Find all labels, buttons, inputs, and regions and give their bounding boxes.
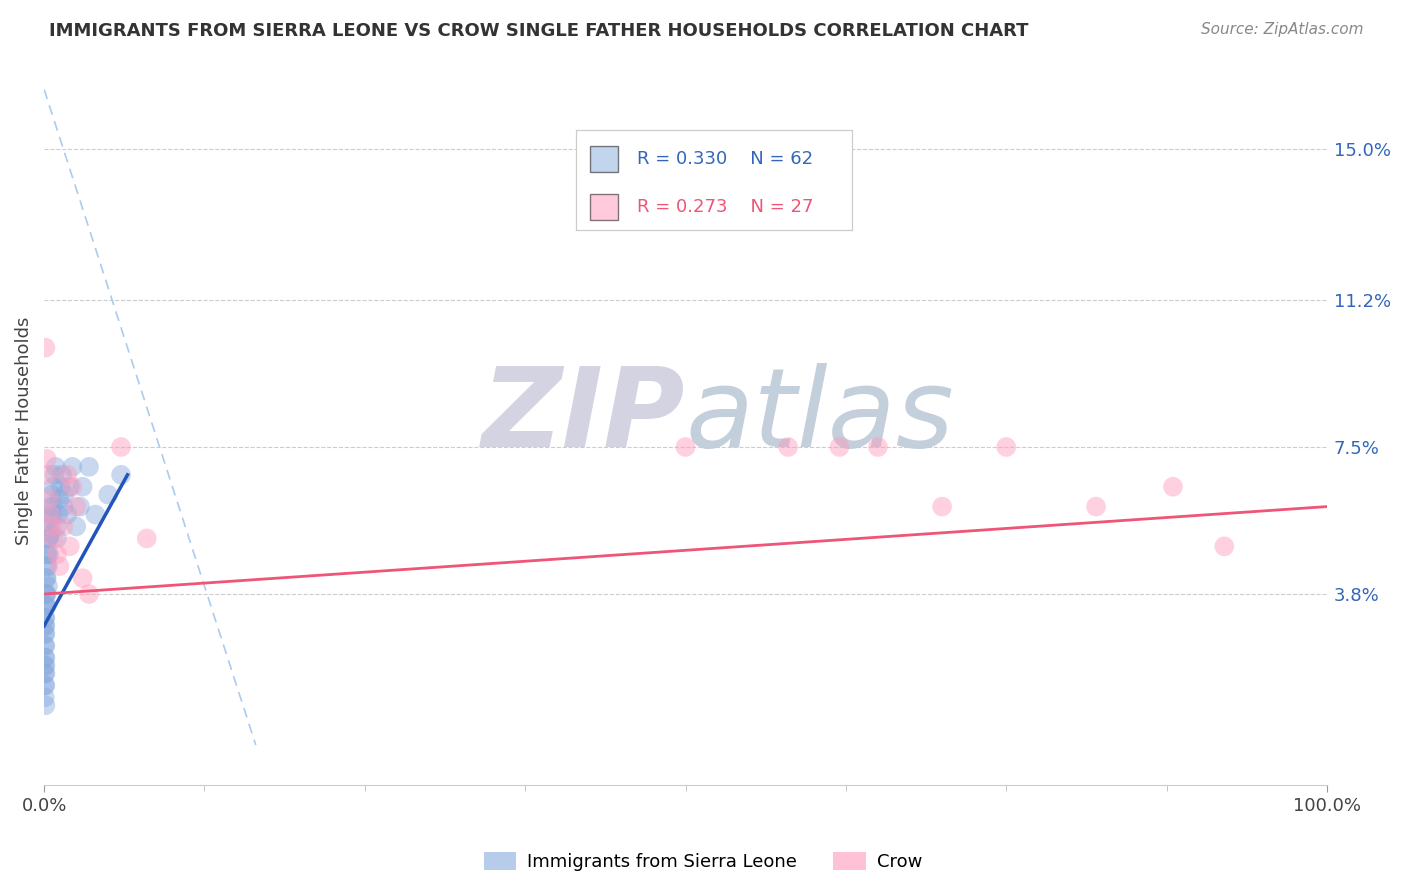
Point <box>34 658 56 673</box>
Point <box>778 440 800 454</box>
Point <box>45 547 67 561</box>
Text: ZIP: ZIP <box>482 363 686 470</box>
Legend: Immigrants from Sierra Leone, Crow: Immigrants from Sierra Leone, Crow <box>477 845 929 879</box>
Point <box>48 491 70 506</box>
Point <box>38 547 60 561</box>
Point <box>995 440 1018 454</box>
Point <box>52 519 75 533</box>
Point <box>34 626 56 640</box>
Point <box>45 532 67 546</box>
Point <box>34 599 56 613</box>
Point <box>39 511 62 525</box>
Point <box>39 508 62 522</box>
Text: IMMIGRANTS FROM SIERRA LEONE VS CROW SINGLE FATHER HOUSEHOLDS CORRELATION CHART: IMMIGRANTS FROM SIERRA LEONE VS CROW SIN… <box>49 22 1029 40</box>
Point <box>49 480 72 494</box>
Point <box>38 491 60 506</box>
Point <box>69 500 91 514</box>
Point <box>34 619 56 633</box>
Y-axis label: Single Father Households: Single Father Households <box>15 317 32 545</box>
Point <box>97 488 120 502</box>
Point <box>60 480 83 494</box>
Text: atlas: atlas <box>686 363 955 470</box>
Point <box>65 519 87 533</box>
Point <box>34 698 56 713</box>
Point <box>37 579 59 593</box>
Point <box>42 480 65 494</box>
Point <box>56 467 79 482</box>
Point <box>34 639 56 653</box>
Point <box>42 500 65 514</box>
Point <box>675 440 697 454</box>
Point <box>35 547 58 561</box>
Point <box>35 599 58 613</box>
Point <box>72 571 94 585</box>
Point <box>77 459 100 474</box>
Point <box>59 480 82 494</box>
Point <box>35 599 58 613</box>
Point <box>44 467 66 482</box>
Point <box>828 440 851 454</box>
Point <box>48 559 70 574</box>
Point <box>38 519 60 533</box>
Point <box>37 467 59 482</box>
Point <box>53 488 76 502</box>
Point <box>77 587 100 601</box>
Point <box>65 500 87 514</box>
Point <box>35 559 58 574</box>
Point <box>34 626 56 640</box>
Point <box>35 571 58 585</box>
Point <box>34 666 56 681</box>
Point <box>37 559 59 574</box>
Point <box>866 440 889 454</box>
Point <box>45 459 67 474</box>
Point <box>1213 539 1236 553</box>
Point <box>34 678 56 692</box>
Point <box>37 547 59 561</box>
Point <box>34 650 56 665</box>
Point <box>52 500 75 514</box>
Point <box>34 341 56 355</box>
Point <box>41 508 63 522</box>
Point <box>56 508 79 522</box>
Point <box>34 611 56 625</box>
Point <box>39 527 62 541</box>
Point <box>35 587 58 601</box>
Point <box>45 519 67 533</box>
Point <box>46 508 69 522</box>
Point <box>34 639 56 653</box>
Point <box>34 658 56 673</box>
Point <box>60 459 83 474</box>
Point <box>35 571 58 585</box>
Point <box>84 508 107 522</box>
Point <box>35 451 58 466</box>
Point <box>34 678 56 692</box>
Point <box>34 619 56 633</box>
Point <box>1161 480 1184 494</box>
Point <box>42 532 65 546</box>
Point <box>1085 500 1108 514</box>
Point <box>931 500 953 514</box>
Point <box>39 500 62 514</box>
Point <box>34 650 56 665</box>
Point <box>72 480 94 494</box>
Point <box>51 467 73 482</box>
Point <box>135 532 157 546</box>
Point <box>41 519 63 533</box>
Point <box>110 440 132 454</box>
Point <box>35 587 58 601</box>
Point <box>59 539 82 553</box>
Point <box>34 690 56 705</box>
Point <box>41 488 63 502</box>
Point <box>34 587 56 601</box>
Point <box>38 532 60 546</box>
Point <box>34 666 56 681</box>
Point <box>34 611 56 625</box>
Point <box>110 467 132 482</box>
Point <box>37 532 59 546</box>
Text: Source: ZipAtlas.com: Source: ZipAtlas.com <box>1201 22 1364 37</box>
